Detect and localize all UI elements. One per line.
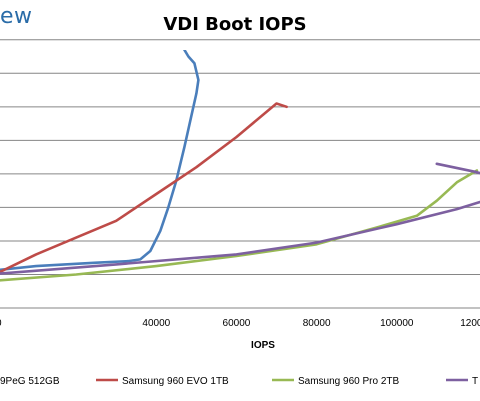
series-line-4	[0, 200, 480, 275]
series-line-5	[435, 162, 480, 175]
x-tick-label: 80000	[303, 318, 331, 329]
gridlines	[0, 39, 480, 275]
x-tick-label: 100000	[380, 318, 414, 329]
x-tick-label: 0	[0, 318, 2, 329]
x-axis-title: IOPS	[251, 340, 275, 351]
x-tick-label: 120000	[460, 318, 480, 329]
legend-item: Samsung 960 EVO 1TB	[96, 376, 229, 387]
legend-item: Samsung 960 Pro 2TB	[272, 376, 399, 387]
series-lines	[0, 50, 480, 282]
legend-label: Samsung 960 EVO 1TB	[122, 376, 229, 387]
series-line-2	[0, 102, 288, 274]
legend-label: T	[472, 376, 478, 387]
x-axis-ticks: 0 40000 60000 80000 100000 120000	[0, 318, 480, 329]
logo-fragment: ew	[0, 4, 33, 29]
legend-label: 9PeG 512GB	[0, 376, 60, 387]
legend-label: Samsung 960 Pro 2TB	[298, 376, 399, 387]
x-tick-label: 40000	[142, 318, 170, 329]
legend-item: 9PeG 512GB	[0, 376, 60, 387]
legend-item: T	[446, 376, 478, 387]
chart-title: VDI Boot IOPS	[163, 14, 307, 35]
legend: 9PeG 512GB Samsung 960 EVO 1TB Samsung 960…	[0, 376, 478, 387]
x-tick-label: 60000	[223, 318, 251, 329]
series-line-1	[0, 50, 200, 272]
